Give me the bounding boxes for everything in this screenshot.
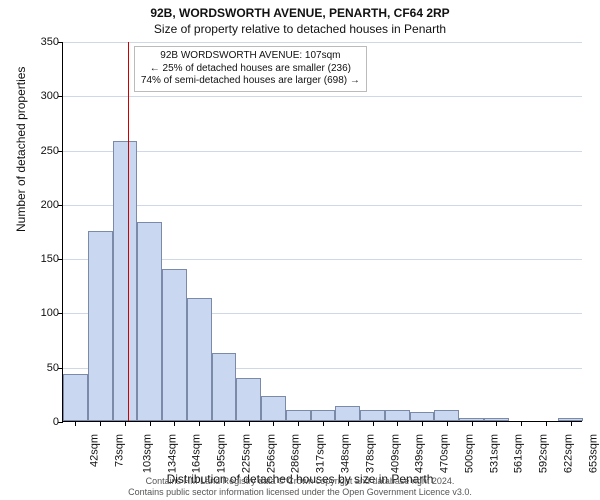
- gridline: [63, 151, 582, 152]
- x-tick-label: 439sqm: [408, 434, 426, 473]
- chart-subtitle: Size of property relative to detached ho…: [0, 20, 600, 36]
- x-tick-label: 470sqm: [433, 434, 451, 473]
- x-tick-label: 103sqm: [135, 434, 153, 473]
- x-tick-mark: [348, 421, 349, 426]
- histogram-bar: [261, 396, 286, 421]
- plot-area: 05010015020025030035042sqm73sqm103sqm134…: [62, 42, 582, 422]
- x-tick-mark: [521, 421, 522, 426]
- histogram-bar: [360, 410, 385, 421]
- histogram-bar: [236, 378, 261, 421]
- y-tick-label: 150: [19, 253, 63, 265]
- x-tick-mark: [174, 421, 175, 426]
- x-tick-label: 256sqm: [259, 434, 277, 473]
- gridline: [63, 42, 582, 43]
- histogram-bar: [187, 298, 212, 421]
- marker-line: [128, 42, 129, 421]
- y-tick-label: 350: [19, 36, 63, 48]
- y-tick-label: 100: [19, 307, 63, 319]
- chart-footer: Contains HM Land Registry data © Crown c…: [0, 476, 600, 500]
- y-tick-label: 50: [19, 362, 63, 374]
- legend-line-2: ← 25% of detached houses are smaller (23…: [141, 63, 360, 76]
- x-tick-label: 286sqm: [284, 434, 302, 473]
- x-tick-mark: [150, 421, 151, 426]
- x-tick-mark: [224, 421, 225, 426]
- x-tick-label: 42sqm: [83, 434, 101, 467]
- histogram-bar: [162, 269, 187, 421]
- x-tick-mark: [397, 421, 398, 426]
- y-tick-label: 300: [19, 90, 63, 102]
- x-tick-label: 592sqm: [532, 434, 550, 473]
- histogram-bar: [410, 412, 435, 421]
- x-tick-mark: [323, 421, 324, 426]
- histogram-bar: [385, 410, 410, 421]
- x-tick-mark: [373, 421, 374, 426]
- x-tick-label: 409sqm: [383, 434, 401, 473]
- x-tick-label: 195sqm: [210, 434, 228, 473]
- histogram-bar: [434, 410, 459, 421]
- x-tick-label: 622sqm: [556, 434, 574, 473]
- x-tick-mark: [472, 421, 473, 426]
- y-tick-label: 250: [19, 145, 63, 157]
- histogram-bar: [212, 353, 237, 421]
- x-tick-label: 653sqm: [581, 434, 599, 473]
- histogram-bar: [113, 141, 138, 421]
- x-tick-label: 134sqm: [160, 434, 178, 473]
- histogram-bar: [335, 406, 360, 421]
- x-tick-mark: [273, 421, 274, 426]
- chart: 05010015020025030035042sqm73sqm103sqm134…: [62, 42, 582, 422]
- histogram-bar: [286, 410, 311, 421]
- x-tick-mark: [447, 421, 448, 426]
- footer-line-2: Contains public sector information licen…: [0, 487, 600, 498]
- y-tick-label: 200: [19, 199, 63, 211]
- x-tick-mark: [75, 421, 76, 426]
- legend-box: 92B WORDSWORTH AVENUE: 107sqm← 25% of de…: [134, 46, 367, 92]
- histogram-bar: [88, 231, 113, 421]
- x-tick-mark: [100, 421, 101, 426]
- x-tick-mark: [422, 421, 423, 426]
- x-tick-mark: [125, 421, 126, 426]
- x-tick-mark: [199, 421, 200, 426]
- x-tick-mark: [571, 421, 572, 426]
- x-tick-label: 500sqm: [457, 434, 475, 473]
- x-tick-mark: [496, 421, 497, 426]
- x-tick-label: 531sqm: [482, 434, 500, 473]
- gridline: [63, 96, 582, 97]
- gridline: [63, 205, 582, 206]
- x-tick-label: 378sqm: [358, 434, 376, 473]
- legend-line-1: 92B WORDSWORTH AVENUE: 107sqm: [141, 50, 360, 63]
- chart-title: 92B, WORDSWORTH AVENUE, PENARTH, CF64 2R…: [0, 0, 600, 20]
- x-tick-mark: [298, 421, 299, 426]
- x-tick-label: 164sqm: [185, 434, 203, 473]
- footer-line-1: Contains HM Land Registry data © Crown c…: [0, 476, 600, 487]
- x-tick-label: 561sqm: [507, 434, 525, 473]
- histogram-bar: [137, 222, 162, 421]
- x-tick-label: 225sqm: [235, 434, 253, 473]
- x-tick-mark: [546, 421, 547, 426]
- legend-line-3: 74% of semi-detached houses are larger (…: [141, 75, 360, 88]
- x-tick-label: 348sqm: [334, 434, 352, 473]
- histogram-bar: [63, 374, 88, 421]
- histogram-bar: [311, 410, 336, 421]
- x-tick-mark: [249, 421, 250, 426]
- x-tick-label: 73sqm: [108, 434, 126, 467]
- y-tick-label: 0: [19, 416, 63, 428]
- x-tick-label: 317sqm: [309, 434, 327, 473]
